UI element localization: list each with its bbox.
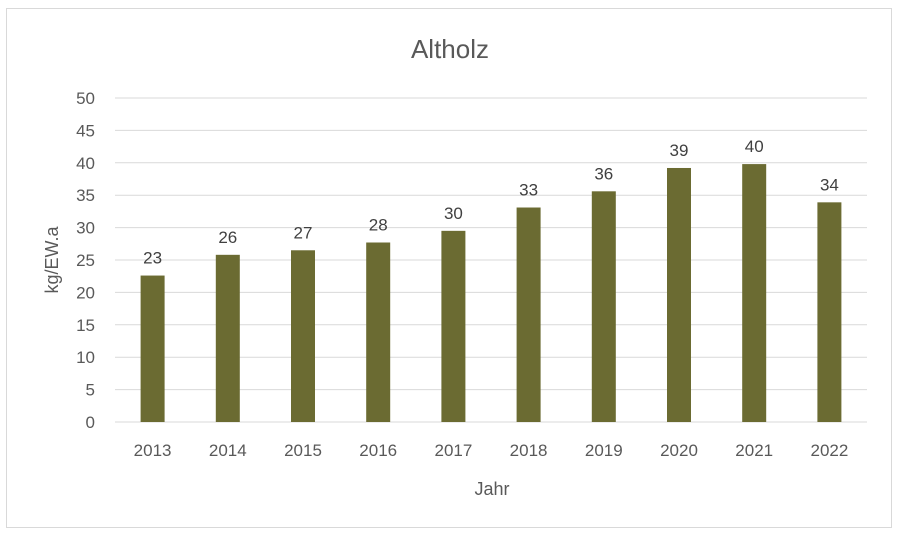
y-tick-label: 45 [76, 121, 95, 140]
bars [140, 164, 842, 422]
y-tick-label: 30 [76, 219, 95, 238]
y-tick-label: 35 [76, 186, 95, 205]
bar-2013 [140, 275, 165, 422]
x-tick-label-2021: 2021 [735, 441, 773, 460]
data-label-2022: 34 [820, 175, 839, 194]
data-label-2019: 36 [594, 164, 613, 183]
bar-2019 [591, 191, 616, 422]
bar-2014 [215, 254, 240, 422]
x-tick-label-2013: 2013 [134, 441, 172, 460]
x-tick-label-2020: 2020 [660, 441, 698, 460]
y-tick-label: 10 [76, 348, 95, 367]
data-label-2017: 30 [444, 204, 463, 223]
data-label-2021: 40 [745, 137, 764, 156]
x-tick-label-2017: 2017 [434, 441, 472, 460]
y-tick-label: 15 [76, 316, 95, 335]
bar-2018 [516, 207, 541, 422]
bar-2021 [742, 164, 767, 422]
bar-2022 [817, 202, 842, 422]
data-labels: 23 26 27 28 30 33 36 39 40 34 [143, 137, 839, 267]
data-label-2018: 33 [519, 181, 538, 200]
x-axis-title: Jahr [474, 479, 509, 499]
y-tick-label: 20 [76, 283, 95, 302]
x-tick-label-2019: 2019 [585, 441, 623, 460]
data-label-2013: 23 [143, 249, 162, 268]
chart-title: Altholz [411, 34, 489, 64]
x-tick-label-2014: 2014 [209, 441, 247, 460]
y-tick-label: 0 [86, 413, 95, 432]
bar-2016 [366, 242, 391, 422]
gridlines [115, 97, 867, 423]
data-label-2014: 26 [218, 228, 237, 247]
y-axis-ticks: 0 5 10 15 20 25 30 35 40 45 50 [76, 89, 95, 432]
x-tick-label-2022: 2022 [810, 441, 848, 460]
x-tick-label-2015: 2015 [284, 441, 322, 460]
bar-2015 [291, 250, 315, 422]
y-tick-label: 25 [76, 251, 95, 270]
bar-2020 [667, 167, 691, 422]
data-label-2015: 27 [294, 223, 313, 242]
bar-2017 [441, 230, 466, 422]
data-label-2020: 39 [670, 141, 689, 160]
x-tick-label-2018: 2018 [510, 441, 548, 460]
y-axis-title: kg/EW.a [42, 226, 62, 294]
y-tick-label: 50 [76, 89, 95, 108]
data-label-2016: 28 [369, 216, 388, 235]
y-tick-label: 5 [86, 381, 95, 400]
x-axis-ticks: 2013 2014 2015 2016 2017 2018 2019 2020 2021 2022 [134, 441, 849, 460]
y-tick-label: 40 [76, 154, 95, 173]
x-tick-label-2016: 2016 [359, 441, 397, 460]
